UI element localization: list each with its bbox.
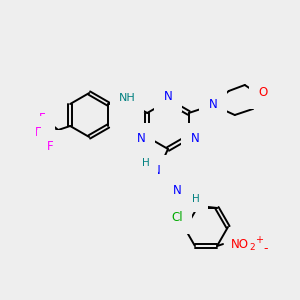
Text: 2: 2 xyxy=(249,243,255,252)
Text: F: F xyxy=(47,140,53,152)
Text: N: N xyxy=(208,98,217,112)
Text: F: F xyxy=(35,125,41,139)
Text: F: F xyxy=(39,112,46,125)
Text: -: - xyxy=(263,242,268,255)
Text: H: H xyxy=(192,194,200,204)
Text: NO: NO xyxy=(231,238,249,250)
Text: N: N xyxy=(190,133,199,146)
Text: N: N xyxy=(137,133,146,146)
Text: N: N xyxy=(164,89,172,103)
Text: H: H xyxy=(142,158,150,168)
Text: O: O xyxy=(258,86,267,100)
Text: NH: NH xyxy=(119,93,136,103)
Text: +: + xyxy=(255,235,263,245)
Text: N: N xyxy=(152,164,160,178)
Text: Cl: Cl xyxy=(171,212,183,224)
Text: N: N xyxy=(172,184,182,197)
